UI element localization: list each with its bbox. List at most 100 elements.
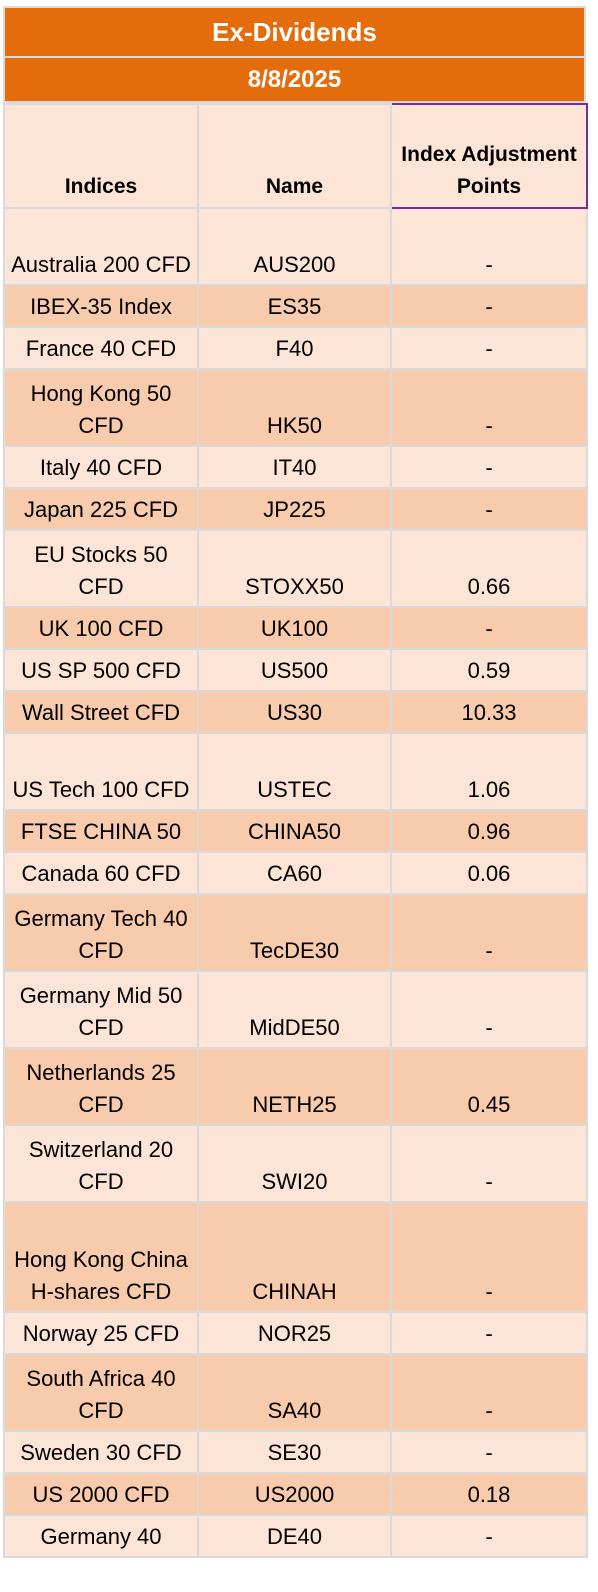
cell-points[interactable]: 0.59 <box>390 648 588 692</box>
cell-name[interactable]: IT40 <box>197 445 392 489</box>
table-row: US Tech 100 CFD USTEC 1.06 <box>3 732 588 811</box>
column-header-name: Name <box>197 103 392 209</box>
table-row: France 40 CFD F40 - <box>3 326 588 370</box>
cell-points[interactable]: 0.66 <box>390 529 588 608</box>
cell-index[interactable]: Germany 40 <box>3 1514 199 1558</box>
cell-index[interactable]: France 40 CFD <box>3 326 199 370</box>
cell-name[interactable]: STOXX50 <box>197 529 392 608</box>
cell-index[interactable]: Switzerland 20 CFD <box>3 1124 199 1203</box>
cell-name[interactable]: F40 <box>197 326 392 370</box>
cell-index[interactable]: Wall Street CFD <box>3 690 199 734</box>
table-row: Germany Tech 40 CFD TecDE30 - <box>3 893 588 972</box>
cell-index[interactable]: Germany Mid 50 CFD <box>3 970 199 1049</box>
cell-points[interactable]: 1.06 <box>390 732 588 811</box>
cell-name[interactable]: DE40 <box>197 1514 392 1558</box>
cell-name[interactable]: MidDE50 <box>197 970 392 1049</box>
cell-index[interactable]: US SP 500 CFD <box>3 648 199 692</box>
cell-name[interactable]: NETH25 <box>197 1047 392 1126</box>
cell-name[interactable]: US2000 <box>197 1472 392 1516</box>
table-row: Norway 25 CFD NOR25 - <box>3 1311 588 1355</box>
column-header-adjustment-points[interactable]: Index Adjustment Points <box>390 103 588 209</box>
cell-name[interactable]: TecDE30 <box>197 893 392 972</box>
table-row: Italy 40 CFD IT40 - <box>3 445 588 489</box>
table-row: UK 100 CFD UK100 - <box>3 606 588 650</box>
cell-points[interactable]: - <box>390 606 588 650</box>
table-row: IBEX-35 Index ES35 - <box>3 284 588 328</box>
cell-index[interactable]: IBEX-35 Index <box>3 284 199 328</box>
table-row: Germany Mid 50 CFD MidDE50 - <box>3 970 588 1049</box>
cell-points[interactable]: - <box>390 1201 588 1313</box>
cell-name[interactable]: UK100 <box>197 606 392 650</box>
cell-index[interactable]: Netherlands 25 CFD <box>3 1047 199 1126</box>
cell-index[interactable]: Germany Tech 40 CFD <box>3 893 199 972</box>
cell-points[interactable]: - <box>390 487 588 531</box>
cell-name[interactable]: HK50 <box>197 368 392 447</box>
table-row: Netherlands 25 CFD NETH25 0.45 <box>3 1047 588 1126</box>
cell-name[interactable]: SA40 <box>197 1353 392 1432</box>
table-row: South Africa 40 CFD SA40 - <box>3 1353 588 1432</box>
page-title: Ex-Dividends <box>3 6 586 58</box>
ex-dividends-sheet: Ex-Dividends 8/8/2025 Indices Name Index… <box>3 6 588 1558</box>
table-header-row: Indices Name Index Adjustment Points <box>3 103 588 209</box>
cell-index[interactable]: Japan 225 CFD <box>3 487 199 531</box>
cell-points[interactable]: - <box>390 1430 588 1474</box>
cell-index[interactable]: US 2000 CFD <box>3 1472 199 1516</box>
cell-points[interactable]: - <box>390 284 588 328</box>
cell-index[interactable]: UK 100 CFD <box>3 606 199 650</box>
table-row: Switzerland 20 CFD SWI20 - <box>3 1124 588 1203</box>
table-row: Sweden 30 CFD SE30 - <box>3 1430 588 1474</box>
table-row: EU Stocks 50 CFD STOXX50 0.66 <box>3 529 588 608</box>
cell-points[interactable]: - <box>390 326 588 370</box>
table-row: Wall Street CFD US30 10.33 <box>3 690 588 734</box>
cell-points[interactable]: - <box>390 970 588 1049</box>
cell-name[interactable]: NOR25 <box>197 1311 392 1355</box>
cell-points[interactable]: 0.96 <box>390 809 588 853</box>
table-row: US 2000 CFD US2000 0.18 <box>3 1472 588 1516</box>
table-row: Canada 60 CFD CA60 0.06 <box>3 851 588 895</box>
cell-points[interactable]: - <box>390 1514 588 1558</box>
cell-index[interactable]: EU Stocks 50 CFD <box>3 529 199 608</box>
cell-name[interactable]: CA60 <box>197 851 392 895</box>
cell-name[interactable]: ES35 <box>197 284 392 328</box>
cell-points[interactable]: - <box>390 1124 588 1203</box>
cell-points[interactable]: 0.18 <box>390 1472 588 1516</box>
cell-index[interactable]: Norway 25 CFD <box>3 1311 199 1355</box>
cell-index[interactable]: Australia 200 CFD <box>3 207 199 286</box>
cell-index[interactable]: Sweden 30 CFD <box>3 1430 199 1474</box>
cell-name[interactable]: SE30 <box>197 1430 392 1474</box>
table-row: Germany 40 DE40 - <box>3 1514 588 1558</box>
cell-points[interactable]: - <box>390 1353 588 1432</box>
cell-points[interactable]: - <box>390 445 588 489</box>
cell-index[interactable]: South Africa 40 CFD <box>3 1353 199 1432</box>
cell-name[interactable]: AUS200 <box>197 207 392 286</box>
report-date: 8/8/2025 <box>3 58 586 103</box>
cell-index[interactable]: Hong Kong 50 CFD <box>3 368 199 447</box>
cell-points[interactable]: - <box>390 893 588 972</box>
cell-name[interactable]: CHINA50 <box>197 809 392 853</box>
cell-name[interactable]: US500 <box>197 648 392 692</box>
cell-index[interactable]: Canada 60 CFD <box>3 851 199 895</box>
cell-index[interactable]: FTSE CHINA 50 <box>3 809 199 853</box>
cell-name[interactable]: CHINAH <box>197 1201 392 1313</box>
table-row: Hong Kong 50 CFD HK50 - <box>3 368 588 447</box>
cell-name[interactable]: US30 <box>197 690 392 734</box>
cell-name[interactable]: SWI20 <box>197 1124 392 1203</box>
table-row: Japan 225 CFD JP225 - <box>3 487 588 531</box>
cell-points[interactable]: 10.33 <box>390 690 588 734</box>
table-row: Australia 200 CFD AUS200 - <box>3 207 588 286</box>
table-row: Hong Kong China H-shares CFD CHINAH - <box>3 1201 588 1313</box>
dividends-table: Indices Name Index Adjustment Points Aus… <box>3 103 588 1558</box>
cell-points[interactable]: - <box>390 207 588 286</box>
cell-index[interactable]: Hong Kong China H-shares CFD <box>3 1201 199 1313</box>
cell-index[interactable]: US Tech 100 CFD <box>3 732 199 811</box>
cell-points[interactable]: - <box>390 1311 588 1355</box>
column-header-indices: Indices <box>3 103 199 209</box>
table-row: US SP 500 CFD US500 0.59 <box>3 648 588 692</box>
cell-index[interactable]: Italy 40 CFD <box>3 445 199 489</box>
cell-points[interactable]: 0.45 <box>390 1047 588 1126</box>
table-row: FTSE CHINA 50 CHINA50 0.96 <box>3 809 588 853</box>
cell-points[interactable]: - <box>390 368 588 447</box>
cell-points[interactable]: 0.06 <box>390 851 588 895</box>
cell-name[interactable]: JP225 <box>197 487 392 531</box>
cell-name[interactable]: USTEC <box>197 732 392 811</box>
